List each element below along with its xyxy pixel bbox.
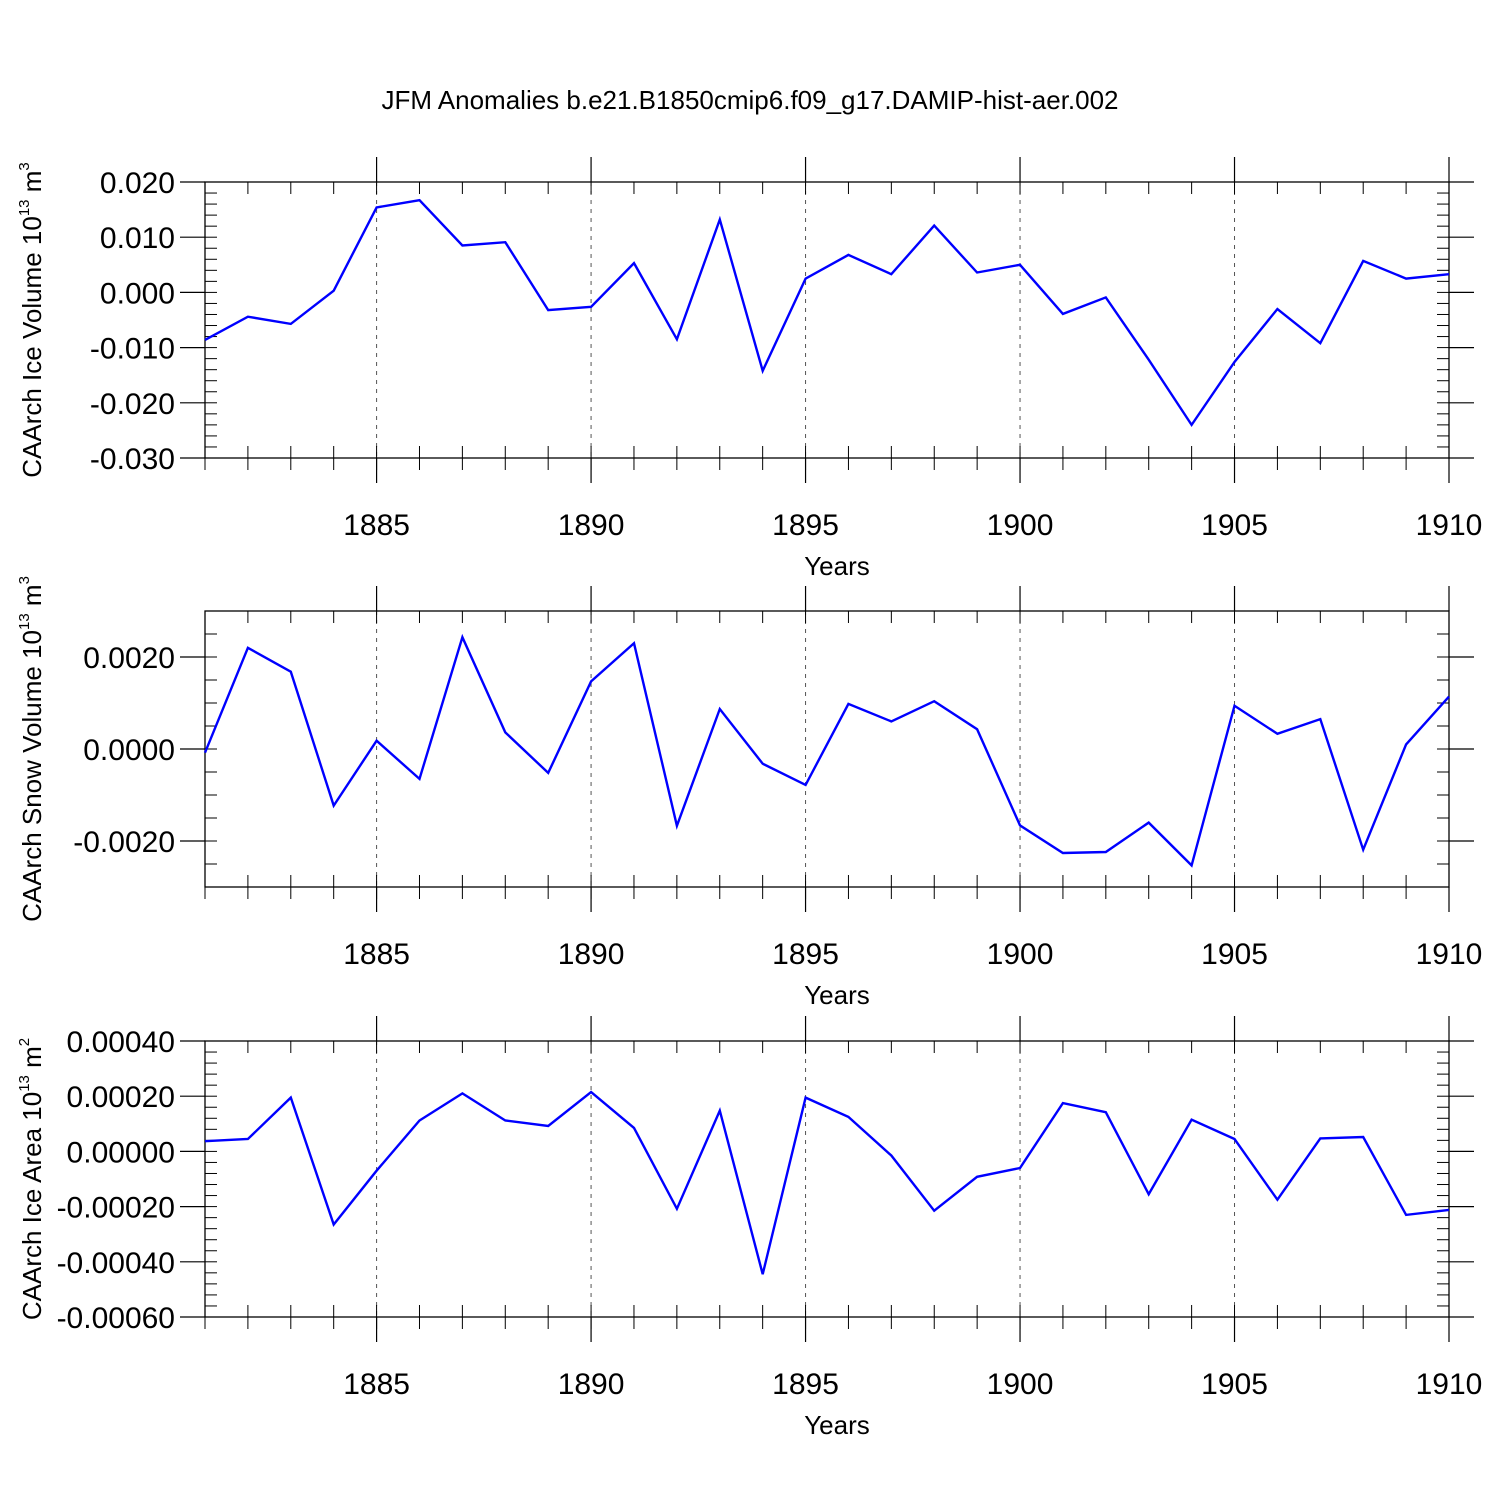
- y-axis-label: CAArch Ice Volume 1013 m3: [16, 162, 47, 478]
- y-axis-label-exponent: 13: [16, 613, 33, 630]
- y-tick-label: 0.020: [100, 167, 175, 200]
- y-axis-label-unit-exponent: 2: [16, 1038, 33, 1046]
- y-tick-label: 0.00040: [67, 1026, 175, 1059]
- y-tick-label: -0.010: [90, 333, 175, 366]
- x-tick-label: 1905: [1201, 509, 1268, 542]
- x-axis-label: Years: [804, 1410, 870, 1440]
- y-tick-label: 0.000: [100, 277, 175, 310]
- y-axis-label-unit: m: [17, 584, 47, 613]
- x-axis-label: Years: [804, 551, 870, 581]
- x-tick-label: 1890: [558, 1368, 625, 1401]
- panel-snow-volume: -0.0020 0.0000 0.0020 1885 1890 1895 1900 1905 1…: [16, 576, 1482, 1010]
- y-tick-label: -0.00060: [57, 1302, 175, 1335]
- plot-frame: [205, 611, 1449, 887]
- x-tick-label: 1890: [558, 938, 625, 971]
- panel-ice-area: -0.00060 -0.00040 -0.00020 0.00000 0.00020 0.…: [16, 1016, 1482, 1440]
- y-axis-label: CAArch Snow Volume 1013 m3: [16, 576, 47, 922]
- y-axis-label-unit: m: [17, 171, 47, 200]
- y-tick-label: -0.0020: [73, 826, 175, 859]
- y-tick-label: -0.00020: [57, 1192, 175, 1225]
- y-tick-label: 0.010: [100, 222, 175, 255]
- y-tick-label: -0.00040: [57, 1247, 175, 1280]
- panel-ice-volume: -0.030 -0.020 -0.010 0.000 0.010 0.020 1885 189…: [16, 157, 1482, 581]
- y-tick-label: 0.0020: [83, 642, 175, 675]
- y-axis-label-unit-exponent: 3: [16, 162, 33, 170]
- y-axis-label: CAArch Ice Area 1013 m2: [16, 1038, 47, 1320]
- series-line: [205, 1092, 1449, 1274]
- x-tick-label: 1905: [1201, 938, 1268, 971]
- x-tick-label: 1895: [772, 509, 839, 542]
- y-axis-label-main: CAArch Snow Volume 10: [17, 630, 47, 922]
- x-tick-label: 1910: [1416, 509, 1483, 542]
- x-tick-label: 1885: [343, 509, 410, 542]
- x-tick-label: 1900: [987, 938, 1054, 971]
- y-tick-label: -0.020: [90, 388, 175, 421]
- y-axis-label-main: CAArch Ice Area 10: [17, 1092, 47, 1320]
- y-axis-label-main: CAArch Ice Volume 10: [17, 216, 47, 478]
- x-tick-label: 1910: [1416, 938, 1483, 971]
- y-axis-label-unit-exponent: 3: [16, 576, 33, 584]
- y-axis-label-unit: m: [17, 1046, 47, 1075]
- x-tick-label: 1895: [772, 1368, 839, 1401]
- series-line: [205, 637, 1449, 865]
- y-tick-label: -0.030: [90, 443, 175, 476]
- x-tick-label: 1885: [343, 1368, 410, 1401]
- y-tick-label: 0.00000: [67, 1136, 175, 1169]
- x-tick-label: 1900: [987, 1368, 1054, 1401]
- plot-frame: [205, 182, 1449, 458]
- y-tick-label: 0.0000: [83, 734, 175, 767]
- y-axis-label-exponent: 13: [16, 1075, 33, 1092]
- x-axis-label: Years: [804, 980, 870, 1010]
- series-line: [205, 200, 1449, 425]
- x-tick-label: 1900: [987, 509, 1054, 542]
- x-tick-label: 1895: [772, 938, 839, 971]
- y-tick-label: 0.00020: [67, 1081, 175, 1114]
- chart-title: JFM Anomalies b.e21.B1850cmip6.f09_g17.D…: [381, 85, 1118, 115]
- y-axis-label-exponent: 13: [16, 199, 33, 216]
- x-tick-label: 1910: [1416, 1368, 1483, 1401]
- x-tick-label: 1890: [558, 509, 625, 542]
- x-tick-label: 1905: [1201, 1368, 1268, 1401]
- x-tick-label: 1885: [343, 938, 410, 971]
